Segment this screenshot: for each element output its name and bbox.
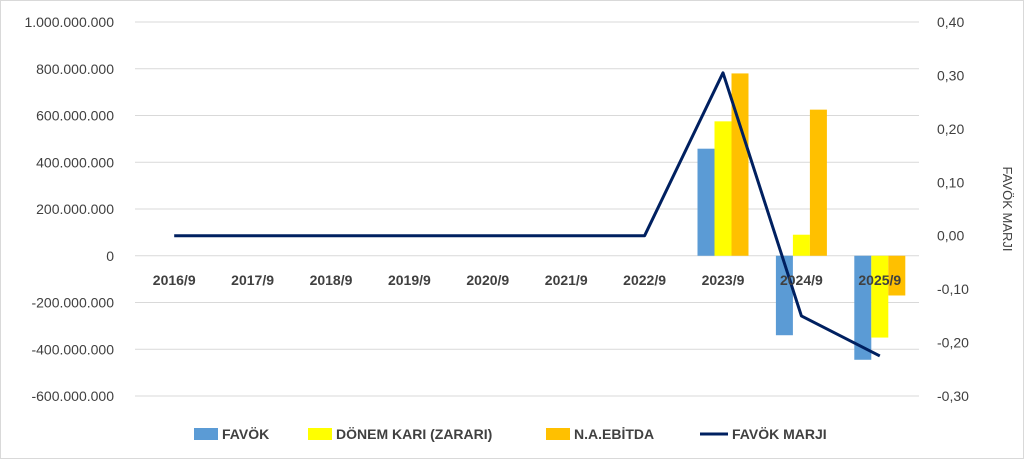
category-label: 2024/9 — [780, 272, 823, 288]
right-tick-label: 0,30 — [937, 67, 964, 83]
legend: FAVÖK DÖNEM KARI (ZARARI) N.A.EBİTDA FAVÖK … — [194, 426, 827, 442]
category-label: 2025/9 — [858, 272, 901, 288]
bar-d-nem-kari-zarari--2023-9 — [714, 121, 732, 256]
right-tick-label: -0,20 — [937, 335, 969, 351]
legend-swatch — [194, 428, 218, 440]
right-tick-label: 0,40 — [937, 14, 964, 30]
category-label: 2018/9 — [310, 272, 353, 288]
right-axis-title: FAVÖK MARJI — [1000, 167, 1015, 252]
category-labels: 2016/9 2017/9 2018/9 2019/9 2020/9 2021/9 2022… — [153, 272, 902, 288]
right-tick-label: -0,10 — [937, 281, 969, 297]
right-tick-label: 0,10 — [937, 174, 964, 190]
legend-label: DÖNEM KARI (ZARARI) — [336, 426, 492, 442]
legend-swatch — [308, 428, 332, 440]
left-tick-label: -600.000.000 — [31, 388, 114, 404]
bar-fav-k-2023-9 — [697, 148, 715, 256]
left-tick-label: 0 — [106, 248, 114, 264]
bar-d-nem-kari-zarari--2024-9 — [792, 234, 810, 256]
category-label: 2022/9 — [623, 272, 666, 288]
left-tick-label: -200.000.000 — [31, 295, 114, 311]
line-favok-marji — [174, 71, 881, 358]
bar-n-a-ebi-tda-2025-9 — [888, 255, 906, 296]
left-tick-label: 800.000.000 — [36, 61, 114, 77]
bar-n-a-ebi-tda-2023-9 — [731, 73, 749, 256]
category-label: 2019/9 — [388, 272, 431, 288]
left-axis: 1.000.000.000 800.000.000 600.000.000 400.0… — [24, 14, 114, 404]
bar-n-a-ebi-tda-2024-9 — [809, 109, 827, 256]
bar-d-nem-kari-zarari--2025-9 — [871, 255, 889, 338]
left-tick-label: 400.000.000 — [36, 154, 114, 170]
right-axis: 0,40 0,30 0,20 0,10 0,00 -0,10 -0,20 -0,30 — [937, 14, 969, 404]
legend-label: FAVÖK MARJI — [732, 426, 827, 442]
line-layer — [174, 71, 881, 358]
right-tick-label: -0,30 — [937, 388, 969, 404]
right-tick-label: 0,00 — [937, 228, 964, 244]
left-tick-label: -400.000.000 — [31, 341, 114, 357]
grid-layer — [135, 21, 919, 397]
bar-fav-k-2025-9 — [854, 255, 872, 360]
left-tick-label: 200.000.000 — [36, 201, 114, 217]
category-label: 2021/9 — [545, 272, 588, 288]
legend-swatch — [546, 428, 570, 440]
left-tick-label: 600.000.000 — [36, 108, 114, 124]
legend-label: N.A.EBİTDA — [574, 426, 654, 442]
right-tick-label: 0,20 — [937, 121, 964, 137]
category-label: 2017/9 — [231, 272, 274, 288]
category-label: 2023/9 — [702, 272, 745, 288]
left-tick-label: 1.000.000.000 — [24, 14, 114, 30]
category-label: 2020/9 — [466, 272, 509, 288]
category-label: 2016/9 — [153, 272, 196, 288]
bars-layer — [697, 73, 906, 360]
legend-label: FAVÖK — [222, 426, 269, 442]
